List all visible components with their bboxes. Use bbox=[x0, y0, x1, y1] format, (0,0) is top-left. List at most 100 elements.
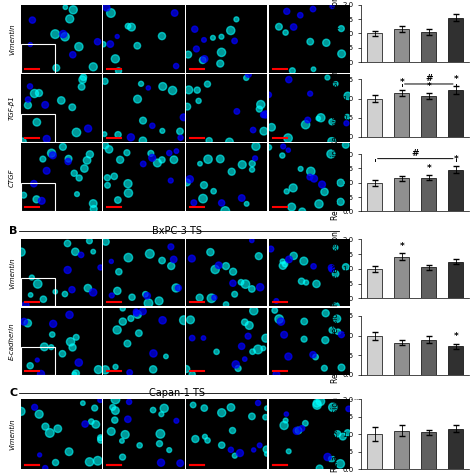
Point bbox=[299, 208, 306, 215]
Point bbox=[173, 417, 180, 425]
Point bbox=[188, 255, 196, 262]
Point bbox=[314, 115, 322, 122]
Point bbox=[271, 307, 279, 314]
Point bbox=[324, 453, 331, 461]
Y-axis label: Relative expression: Relative expression bbox=[331, 0, 340, 71]
Point bbox=[277, 318, 285, 325]
Point bbox=[183, 179, 191, 186]
Point bbox=[104, 182, 111, 189]
Text: aPSC: aPSC bbox=[334, 387, 352, 393]
Point bbox=[284, 146, 292, 154]
Point bbox=[227, 446, 235, 454]
Point bbox=[282, 29, 289, 36]
Text: B: B bbox=[9, 227, 18, 237]
Point bbox=[20, 191, 27, 199]
Point bbox=[246, 322, 253, 329]
Point bbox=[338, 50, 346, 58]
Point bbox=[78, 83, 85, 91]
Text: BxPC-3 TS: BxPC-3 TS bbox=[152, 227, 201, 237]
Point bbox=[49, 320, 57, 328]
Point bbox=[275, 23, 283, 30]
Point bbox=[149, 365, 157, 373]
Point bbox=[322, 310, 329, 317]
Point bbox=[343, 119, 350, 127]
Point bbox=[73, 128, 80, 136]
Point bbox=[180, 317, 188, 324]
Point bbox=[155, 297, 163, 305]
Point bbox=[134, 42, 141, 50]
Point bbox=[111, 55, 119, 63]
Point bbox=[79, 76, 86, 83]
Point bbox=[36, 410, 43, 418]
Point bbox=[126, 369, 134, 376]
Point bbox=[226, 138, 233, 146]
Point bbox=[165, 447, 173, 454]
Point bbox=[114, 131, 122, 138]
Point bbox=[173, 147, 180, 155]
Point bbox=[254, 399, 262, 407]
Point bbox=[218, 409, 226, 417]
Text: Vimentin: Vimentin bbox=[9, 419, 15, 450]
Bar bbox=[367, 99, 382, 137]
Point bbox=[279, 262, 287, 269]
Point bbox=[337, 331, 345, 338]
Point bbox=[342, 141, 349, 149]
Point bbox=[210, 187, 218, 195]
Point bbox=[145, 300, 152, 307]
Point bbox=[199, 56, 207, 64]
Bar bbox=[367, 336, 382, 375]
Point bbox=[204, 80, 211, 88]
Y-axis label: Relative expression: Relative expression bbox=[331, 397, 340, 472]
Point bbox=[66, 311, 73, 319]
Point bbox=[34, 280, 42, 288]
Point bbox=[245, 71, 252, 78]
Point bbox=[94, 457, 101, 465]
Point bbox=[155, 440, 163, 447]
Point bbox=[27, 362, 34, 370]
Point bbox=[193, 86, 201, 94]
Point bbox=[47, 343, 55, 351]
Point bbox=[232, 361, 239, 368]
Text: +: + bbox=[443, 224, 448, 230]
Text: +: + bbox=[443, 230, 448, 237]
Point bbox=[250, 446, 257, 454]
Point bbox=[61, 290, 69, 298]
Point bbox=[24, 101, 32, 109]
Point bbox=[189, 371, 196, 378]
Point bbox=[262, 413, 269, 421]
Text: Vimentin: Vimentin bbox=[9, 257, 15, 289]
Point bbox=[327, 150, 335, 158]
Point bbox=[89, 289, 97, 296]
Point bbox=[234, 365, 242, 372]
Point bbox=[218, 33, 225, 41]
Point bbox=[344, 113, 351, 120]
Point bbox=[249, 348, 256, 356]
Point bbox=[207, 248, 214, 256]
Point bbox=[83, 156, 91, 164]
Point bbox=[37, 370, 45, 378]
Point bbox=[332, 80, 339, 88]
Point bbox=[127, 134, 135, 141]
Point bbox=[237, 278, 245, 286]
Point bbox=[306, 173, 314, 181]
Point bbox=[217, 155, 224, 163]
Y-axis label: Relative expression: Relative expression bbox=[331, 146, 340, 220]
Point bbox=[300, 257, 308, 265]
Point bbox=[256, 283, 264, 291]
Point bbox=[97, 436, 105, 444]
Point bbox=[27, 41, 34, 48]
Point bbox=[158, 32, 166, 40]
Point bbox=[22, 301, 29, 309]
Bar bbox=[448, 346, 463, 375]
Point bbox=[35, 89, 43, 97]
Point bbox=[248, 285, 255, 293]
Point bbox=[59, 143, 67, 151]
Point bbox=[332, 270, 339, 278]
Point bbox=[301, 419, 309, 427]
Point bbox=[143, 292, 151, 300]
Point bbox=[337, 25, 345, 32]
Point bbox=[204, 155, 212, 163]
Point bbox=[339, 433, 346, 440]
Point bbox=[285, 255, 293, 263]
Point bbox=[107, 40, 114, 48]
